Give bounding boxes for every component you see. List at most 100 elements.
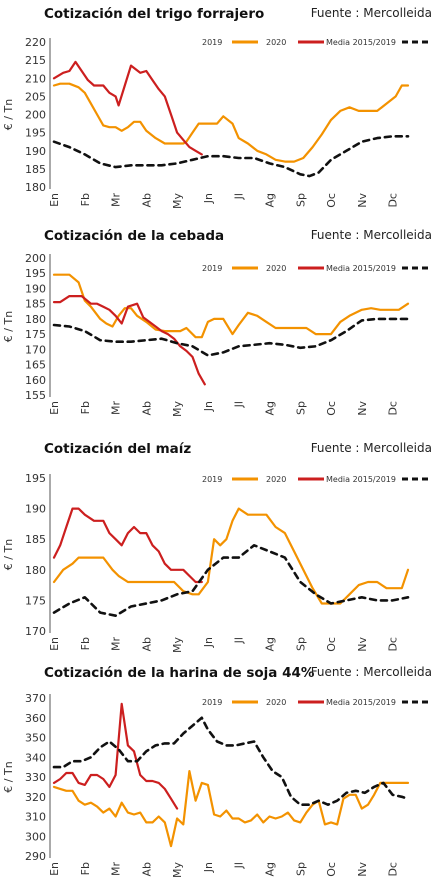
legend-label: Media 2015/2019 — [326, 475, 396, 484]
legend-label: Media 2015/2019 — [326, 698, 396, 707]
y-tick-label: 190 — [25, 503, 46, 516]
x-tick-label: Jn — [202, 637, 215, 648]
x-tick-label: Mr — [110, 862, 123, 876]
y-tick-label: 195 — [25, 127, 46, 140]
y-tick-label: 320 — [25, 791, 46, 804]
chart-source: Fuente : Mercolleida — [310, 228, 432, 242]
x-tick-label: Mr — [110, 401, 123, 415]
legend: 2019 2020 Media 2015/2019 — [202, 698, 428, 707]
x-tick-label: Nv — [356, 401, 369, 416]
y-axis-label: € / Tn — [2, 761, 15, 792]
y-tick-label: 180 — [25, 181, 46, 194]
y-tick-label: 340 — [25, 751, 46, 764]
y-tick-label: 185 — [25, 163, 46, 176]
y-tick-label: 190 — [25, 282, 46, 295]
x-tick-label: Ab — [140, 862, 153, 877]
y-tick-label: 195 — [25, 267, 46, 280]
y-tick-label: 175 — [25, 594, 46, 607]
x-tick-label: Sp — [294, 637, 307, 651]
x-tick-label: Ag — [263, 862, 276, 877]
x-tick-label: En — [48, 862, 61, 876]
chart-source: Fuente : Mercolleida — [310, 441, 432, 455]
x-tick-label: Jl — [233, 862, 246, 869]
legend: 2019 2020 Media 2015/2019 — [202, 38, 428, 47]
series-line-2019 — [52, 769, 410, 848]
x-tick-label: Ag — [263, 637, 276, 652]
y-tick-label: 220 — [25, 36, 46, 49]
x-tick-label: Oc — [325, 193, 338, 208]
legend-label: 2019 — [202, 698, 222, 707]
y-axis-label: € / Tn — [2, 99, 15, 130]
chart-svg: 170 175 180 185 190 195 € / Tn En Fb Mr Ab My Jn Jl Ag… — [2, 472, 428, 653]
y-tick-label: 205 — [25, 90, 46, 103]
x-tick-label: Dc — [387, 401, 400, 416]
x-tick-label: Oc — [325, 637, 338, 652]
x-tick-label: My — [171, 193, 184, 209]
y-tick-label: 160 — [25, 374, 46, 387]
chart-title: Cotización de la harina de soja 44% — [44, 665, 315, 681]
y-tick-label: 195 — [25, 472, 46, 485]
y-tick-label: 215 — [25, 54, 46, 67]
series-line-2019 — [52, 82, 410, 163]
y-tick-label: 185 — [25, 533, 46, 546]
chart-svg: 290 300 310 320 330 340 350 360 370 € / Tn En Fb Mr A… — [2, 692, 428, 878]
x-tick-label: En — [48, 193, 61, 207]
chart-title: Cotización del maíz — [44, 441, 192, 457]
y-tick-label: 310 — [25, 811, 46, 824]
legend-label: Media 2015/2019 — [326, 38, 396, 47]
x-tick-label: Nv — [356, 637, 369, 652]
legend-label: 2019 — [202, 38, 222, 47]
y-tick-label: 330 — [25, 771, 46, 784]
x-tick-label: Nv — [356, 862, 369, 877]
series-line-media — [52, 135, 410, 178]
x-tick-label: Nv — [356, 193, 369, 208]
y-tick-label: 170 — [25, 625, 46, 638]
y-tick-label: 155 — [25, 389, 46, 402]
x-tick-label: Sp — [294, 862, 307, 876]
y-axis-label: € / Tn — [2, 539, 15, 570]
x-tick-label: Jn — [202, 862, 215, 873]
x-tick-label: Jn — [202, 193, 215, 204]
legend-label: 2020 — [266, 475, 286, 484]
y-tick-label: 165 — [25, 359, 46, 372]
x-tick-label: Mr — [110, 637, 123, 651]
x-tick-label: Jl — [233, 401, 246, 408]
x-tick-label: Sp — [294, 401, 307, 415]
y-tick-label: 185 — [25, 298, 46, 311]
y-tick-label: 300 — [25, 830, 46, 843]
x-tick-label: Ab — [140, 637, 153, 652]
x-tick-label: Ab — [140, 193, 153, 208]
x-tick-label: Jl — [233, 193, 246, 200]
y-tick-label: 290 — [25, 850, 46, 863]
x-tick-label: My — [171, 401, 184, 417]
series-line-media — [52, 317, 410, 357]
x-tick-label: Dc — [387, 862, 400, 877]
x-tick-label: Ag — [263, 401, 276, 416]
legend-label: 2020 — [266, 38, 286, 47]
chart-svg: 155 160 165 170 175 180 185 190 195 200 € / Tn En Fb… — [2, 252, 428, 417]
chart-source: Fuente : Mercolleida — [310, 6, 432, 20]
y-tick-label: 190 — [25, 145, 46, 158]
x-tick-label: Oc — [325, 862, 338, 877]
x-tick-label: Ag — [263, 193, 276, 208]
x-tick-label: My — [171, 637, 184, 653]
legend-label: 2020 — [266, 698, 286, 707]
x-tick-label: Oc — [325, 401, 338, 416]
y-tick-label: 175 — [25, 328, 46, 341]
chart-title: Cotización de la cebada — [44, 228, 225, 244]
legend-label: 2019 — [202, 475, 222, 484]
x-tick-label: Sp — [294, 193, 307, 207]
series-line-2020 — [52, 507, 203, 584]
x-tick-label: Dc — [387, 637, 400, 652]
y-tick-label: 210 — [25, 72, 46, 85]
x-tick-label: Fb — [79, 401, 92, 414]
x-tick-label: Fb — [79, 193, 92, 206]
x-tick-label: Fb — [79, 637, 92, 650]
x-tick-label: Ab — [140, 401, 153, 416]
y-tick-label: 350 — [25, 732, 46, 745]
legend: 2019 2020 Media 2015/2019 — [202, 264, 428, 273]
x-tick-label: En — [48, 401, 61, 415]
series-line-media — [52, 716, 410, 806]
series-line-2019 — [52, 507, 410, 605]
y-tick-label: 180 — [25, 564, 46, 577]
